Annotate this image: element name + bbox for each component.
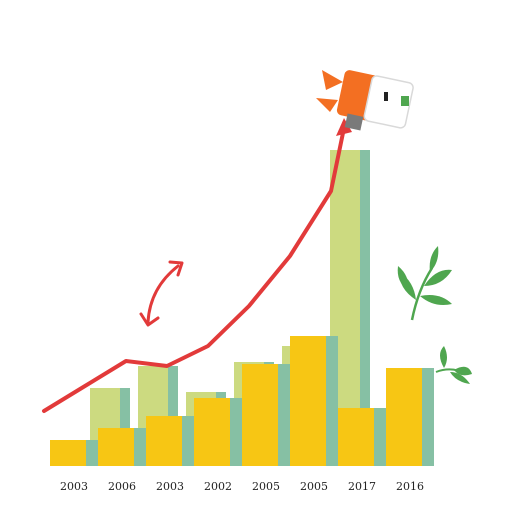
x-tick-label: 2002 xyxy=(204,480,232,493)
x-tick-label: 2005 xyxy=(252,480,280,493)
trend-line-layer xyxy=(42,118,352,413)
double-arrow-icon xyxy=(139,260,184,327)
bar-front xyxy=(50,440,98,466)
leaf-sprig-icon xyxy=(397,246,452,321)
trend-arrowhead xyxy=(336,118,352,136)
bar-front xyxy=(194,398,242,466)
x-tick-label: 2017 xyxy=(348,480,376,493)
trend-line xyxy=(42,126,346,413)
bar-front xyxy=(98,428,146,466)
x-tick-label: 2005 xyxy=(300,480,328,493)
x-tick-label: 2003 xyxy=(156,480,184,493)
bar-front xyxy=(290,336,338,466)
bar-front xyxy=(386,368,434,466)
bar-front xyxy=(338,408,386,466)
front-bar-layer xyxy=(50,336,434,466)
leaf-sprig-icon xyxy=(435,346,472,384)
rocket-icon xyxy=(316,70,414,131)
x-tick-label: 2006 xyxy=(108,480,136,493)
x-tick-labels: 2003 2006 2003 2002 2005 2005 2017 2016 xyxy=(60,480,424,493)
x-tick-label: 2016 xyxy=(396,480,424,493)
bar-front xyxy=(242,364,290,466)
bar-front xyxy=(146,416,194,466)
x-tick-label: 2003 xyxy=(60,480,88,493)
